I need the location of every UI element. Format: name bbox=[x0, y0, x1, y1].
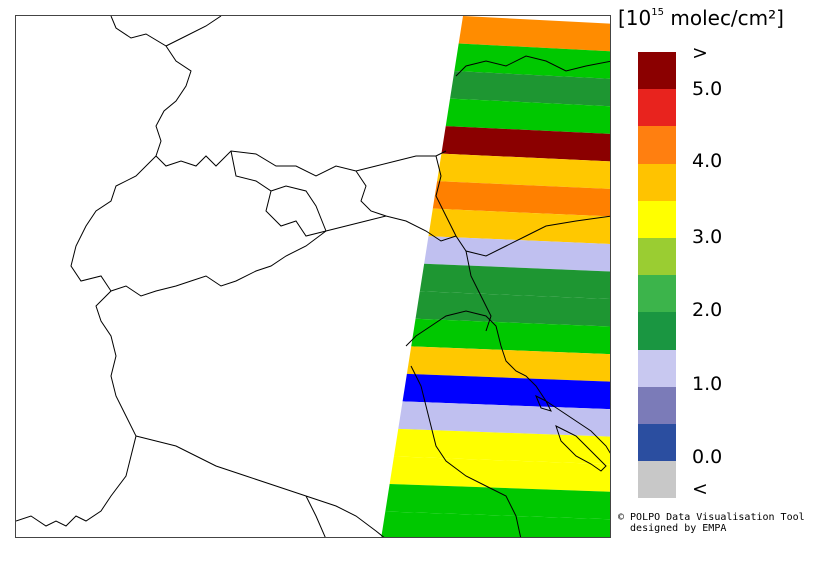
swath-band bbox=[389, 456, 610, 492]
legend-swatch bbox=[638, 312, 676, 350]
border-line bbox=[455, 55, 610, 77]
swath-band bbox=[385, 483, 610, 520]
swath-band bbox=[445, 98, 610, 134]
swath-band bbox=[441, 126, 610, 162]
legend-swatch bbox=[638, 461, 676, 499]
border-line bbox=[465, 250, 492, 332]
map-panel bbox=[15, 15, 611, 538]
credit-text: © POLPO Data Visualisation Tool designed… bbox=[618, 512, 805, 534]
border-line bbox=[135, 435, 385, 537]
legend-swatch bbox=[638, 423, 676, 462]
swath-band bbox=[458, 16, 610, 52]
coastline bbox=[410, 365, 522, 537]
legend-tick-label: 1.0 bbox=[692, 373, 723, 395]
legend-swatch bbox=[638, 52, 676, 90]
legend-swatch bbox=[638, 89, 676, 127]
legend-swatch bbox=[638, 275, 676, 313]
coastline bbox=[405, 310, 610, 454]
swath-band bbox=[402, 373, 610, 410]
legend-swatch bbox=[638, 163, 676, 201]
legend-tick-label: < bbox=[692, 478, 708, 500]
border-line bbox=[110, 230, 327, 297]
color-legend bbox=[638, 52, 676, 499]
swath-band bbox=[381, 511, 610, 537]
swath-band bbox=[428, 208, 610, 244]
border-line bbox=[270, 185, 327, 232]
border-line bbox=[355, 170, 387, 217]
legend-tick-label: 4.0 bbox=[692, 150, 723, 172]
satellite-swath bbox=[381, 16, 610, 537]
swath-band bbox=[424, 236, 610, 272]
legend-tick-label: > bbox=[692, 42, 708, 64]
legend-swatch bbox=[638, 349, 676, 387]
island bbox=[535, 394, 552, 412]
legend-tick-label: 5.0 bbox=[692, 78, 723, 100]
legend-tick-label: 0.0 bbox=[692, 446, 723, 468]
island bbox=[555, 425, 607, 472]
swath-band bbox=[419, 263, 610, 300]
swath-band bbox=[415, 291, 610, 327]
border-line bbox=[305, 495, 326, 537]
legend-swatch bbox=[638, 386, 676, 424]
legend-tick-label: 3.0 bbox=[692, 226, 723, 248]
legend-tick-label: 2.0 bbox=[692, 299, 723, 321]
swath-band bbox=[432, 181, 610, 217]
swath-band bbox=[393, 428, 610, 465]
border-line bbox=[435, 155, 610, 257]
unit-label: [1015 molec/cm²] bbox=[618, 6, 784, 30]
swath-band bbox=[450, 71, 610, 107]
legend-swatch bbox=[638, 200, 676, 238]
legend-swatch bbox=[638, 237, 676, 276]
border-line bbox=[165, 16, 222, 47]
country-borders bbox=[16, 16, 610, 537]
legend-swatch bbox=[638, 126, 676, 164]
map-canvas bbox=[16, 16, 610, 537]
swath-band bbox=[437, 153, 610, 189]
border-line bbox=[16, 155, 157, 527]
swath-band bbox=[411, 318, 610, 355]
border-line bbox=[110, 16, 447, 177]
border-line bbox=[230, 150, 457, 242]
